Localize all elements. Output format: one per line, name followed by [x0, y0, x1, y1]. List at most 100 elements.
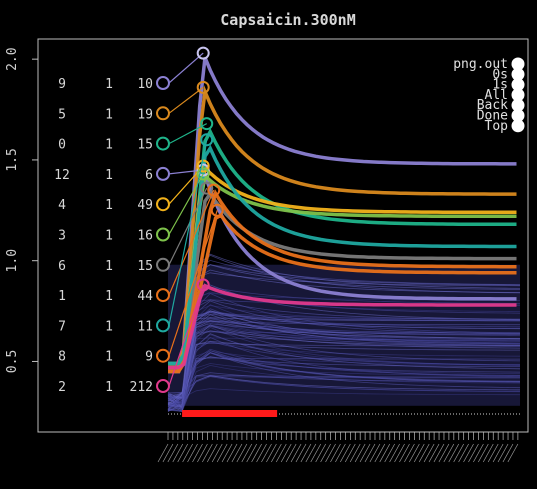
- row-connector: [168, 123, 208, 145]
- x-tick-label-mark: [379, 443, 391, 463]
- row-count-label: 1: [105, 229, 113, 244]
- y-tick-label: 2.0: [5, 47, 20, 70]
- background-trace: [167, 342, 520, 402]
- legend-button-label: 0s: [492, 67, 508, 82]
- x-tick-label-mark: [231, 443, 243, 463]
- x-tick-label-mark: [344, 443, 356, 463]
- peak-marker: [196, 163, 210, 177]
- series-line: [168, 127, 517, 366]
- x-tick-label-mark: [463, 443, 474, 463]
- x-tick-label-mark: [384, 443, 395, 463]
- peak-marker: [200, 181, 214, 195]
- x-tick-label-mark: [354, 443, 366, 463]
- x-tick-label-mark: [458, 443, 469, 463]
- x-tick-label-mark: [428, 443, 440, 463]
- legend-button-label: Back: [477, 98, 508, 113]
- row-id-label: 6: [58, 259, 66, 274]
- x-tick-label-mark: [167, 443, 179, 463]
- legend-button-back[interactable]: [511, 98, 525, 112]
- x-tick-label-mark: [399, 443, 410, 463]
- legend-button-label: png.out: [453, 57, 508, 72]
- legend-button-all[interactable]: [511, 88, 525, 102]
- background-trace: [167, 352, 521, 413]
- background-trace: [167, 330, 521, 405]
- series-line: [168, 283, 517, 370]
- background-trace: [167, 351, 521, 401]
- series-line: [168, 144, 517, 366]
- trace-density-band: [167, 253, 521, 413]
- background-trace: [167, 286, 521, 411]
- x-tick-label-mark: [487, 443, 499, 463]
- x-tick-label-mark: [359, 443, 371, 463]
- x-tick-label-mark: [320, 443, 331, 463]
- background-trace: [167, 299, 521, 399]
- series-line: [168, 172, 517, 366]
- background-trace: [167, 272, 521, 404]
- legend-button-label: Top: [485, 119, 509, 134]
- x-tick-label-mark: [389, 443, 400, 463]
- x-tick-label-mark: [300, 443, 312, 463]
- x-tick-label-mark: [236, 443, 248, 463]
- row-count-label: 1: [105, 77, 113, 92]
- x-tick-label-mark: [177, 443, 189, 463]
- x-tick-label-mark: [172, 443, 184, 463]
- x-tick-label-mark: [206, 443, 218, 463]
- row-id-label: 4: [58, 198, 66, 213]
- row-value-label: 212: [130, 380, 153, 395]
- legend-button-done[interactable]: [511, 109, 525, 122]
- background-trace: [167, 341, 521, 410]
- x-tick-label-mark: [468, 443, 479, 463]
- x-tick-label-mark: [261, 443, 272, 463]
- chart-title: Capsaicin.300nM: [220, 11, 355, 29]
- x-tick-label-mark: [364, 443, 376, 463]
- row-value-label: 15: [137, 259, 153, 274]
- row-id-label: 3: [58, 229, 66, 244]
- x-tick-label-mark: [418, 443, 430, 463]
- x-tick-label-mark: [369, 443, 381, 463]
- row-id-label: 1: [58, 289, 66, 304]
- x-axis: [157, 432, 519, 463]
- background-trace: [167, 293, 521, 400]
- legend-button-png-out[interactable]: [511, 57, 525, 71]
- x-tick-label-mark: [182, 443, 193, 463]
- series-line: [168, 189, 517, 370]
- x-tick-label-mark: [502, 443, 514, 463]
- row-count-label: 1: [105, 380, 113, 395]
- plot-border: [37, 38, 529, 433]
- series-line: [168, 85, 517, 370]
- background-trace: [167, 284, 521, 408]
- peak-marker: [196, 80, 210, 94]
- x-tick-label-mark: [280, 443, 292, 463]
- background-trace: [167, 352, 521, 412]
- peak-marker: [200, 133, 214, 147]
- x-tick-label-mark: [241, 443, 253, 463]
- legend-button-label: 1s: [492, 78, 508, 93]
- row-value-label: 9: [145, 350, 153, 365]
- row-connector: [168, 284, 204, 387]
- x-tick-label-mark: [394, 443, 405, 463]
- row-connector: [168, 210, 218, 356]
- x-tick-label-mark: [448, 443, 460, 463]
- y-tick-label: 1.0: [5, 249, 20, 272]
- peak-marker: [196, 167, 210, 181]
- legend-button-top[interactable]: [511, 119, 525, 133]
- legend-button-0s[interactable]: [511, 67, 525, 81]
- row-value-label: 11: [137, 319, 153, 334]
- row-id-label: 5: [58, 107, 66, 122]
- x-tick-label-mark: [157, 443, 169, 463]
- x-tick-label-mark: [482, 443, 494, 463]
- x-tick-label-mark: [335, 443, 346, 463]
- x-tick-label-mark: [290, 443, 302, 463]
- row-count-label: 1: [105, 138, 113, 153]
- x-tick-label-mark: [473, 443, 484, 463]
- peak-marker: [210, 203, 224, 217]
- x-tick-label-mark: [497, 443, 509, 463]
- legend-button-1s[interactable]: [511, 78, 525, 92]
- background-trace: [167, 376, 520, 403]
- series-line: [168, 190, 517, 374]
- row-count-label: 1: [105, 107, 113, 122]
- row-count-label: 1: [105, 289, 113, 304]
- x-tick-label-mark: [340, 443, 351, 463]
- background-trace: [167, 308, 521, 403]
